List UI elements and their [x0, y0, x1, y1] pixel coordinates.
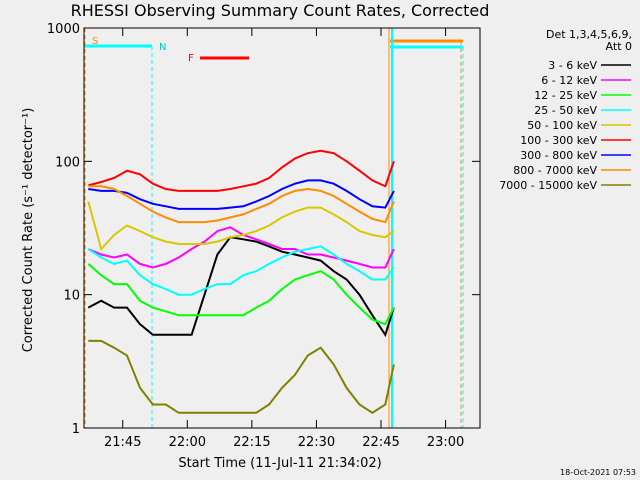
- chart-title: RHESSI Observing Summary Count Rates, Co…: [71, 1, 490, 20]
- legend-label: 300 - 800 keV: [520, 149, 597, 162]
- y-tick-label: 1000: [47, 22, 80, 37]
- x-tick-label: 22:15: [233, 435, 270, 450]
- series-line: [88, 149, 395, 192]
- x-tick-label: 22:00: [169, 435, 206, 450]
- x-tick-label: 22:30: [298, 435, 335, 450]
- legend-label: 800 - 7000 keV: [513, 164, 597, 177]
- annotation: N: [159, 42, 166, 53]
- legend-label: 3 - 6 keV: [548, 59, 597, 72]
- y-tick-label: 10: [63, 289, 80, 304]
- annotation: S: [92, 36, 98, 47]
- x-tick-label: 21:45: [104, 435, 141, 450]
- y-tick-label: 100: [55, 155, 80, 170]
- legend-label: 6 - 12 keV: [541, 74, 597, 87]
- series-line: [88, 185, 395, 224]
- series-line: [88, 339, 395, 414]
- series-line: [87, 245, 395, 296]
- legend-label: 12 - 25 keV: [534, 89, 597, 102]
- legend-label: 25 - 50 keV: [534, 104, 597, 117]
- y-axis-label: Corrected Count Rate (s⁻¹ detector⁻¹): [21, 108, 36, 353]
- plot-frame: [83, 27, 481, 429]
- footer: 18-Oct-2021 07:53: [560, 468, 636, 477]
- legend-title: Att 0: [606, 40, 632, 53]
- x-axis-label: Start Time (11-Jul-11 21:34:02): [178, 456, 381, 471]
- series-line: [88, 179, 395, 210]
- x-tick-label: 22:45: [362, 435, 399, 450]
- series-line: [87, 263, 395, 326]
- legend-title: Det 1,3,4,5,6,9,: [546, 28, 632, 41]
- annotation: F: [188, 53, 194, 64]
- legend-label: 50 - 100 keV: [527, 119, 597, 132]
- legend-label: 7000 - 15000 keV: [499, 179, 597, 192]
- series-line: [87, 236, 395, 338]
- y-tick-label: 1: [72, 422, 80, 437]
- legend-label: 100 - 300 keV: [520, 134, 597, 147]
- x-tick-label: 23:00: [427, 435, 464, 450]
- series-line: [87, 201, 395, 252]
